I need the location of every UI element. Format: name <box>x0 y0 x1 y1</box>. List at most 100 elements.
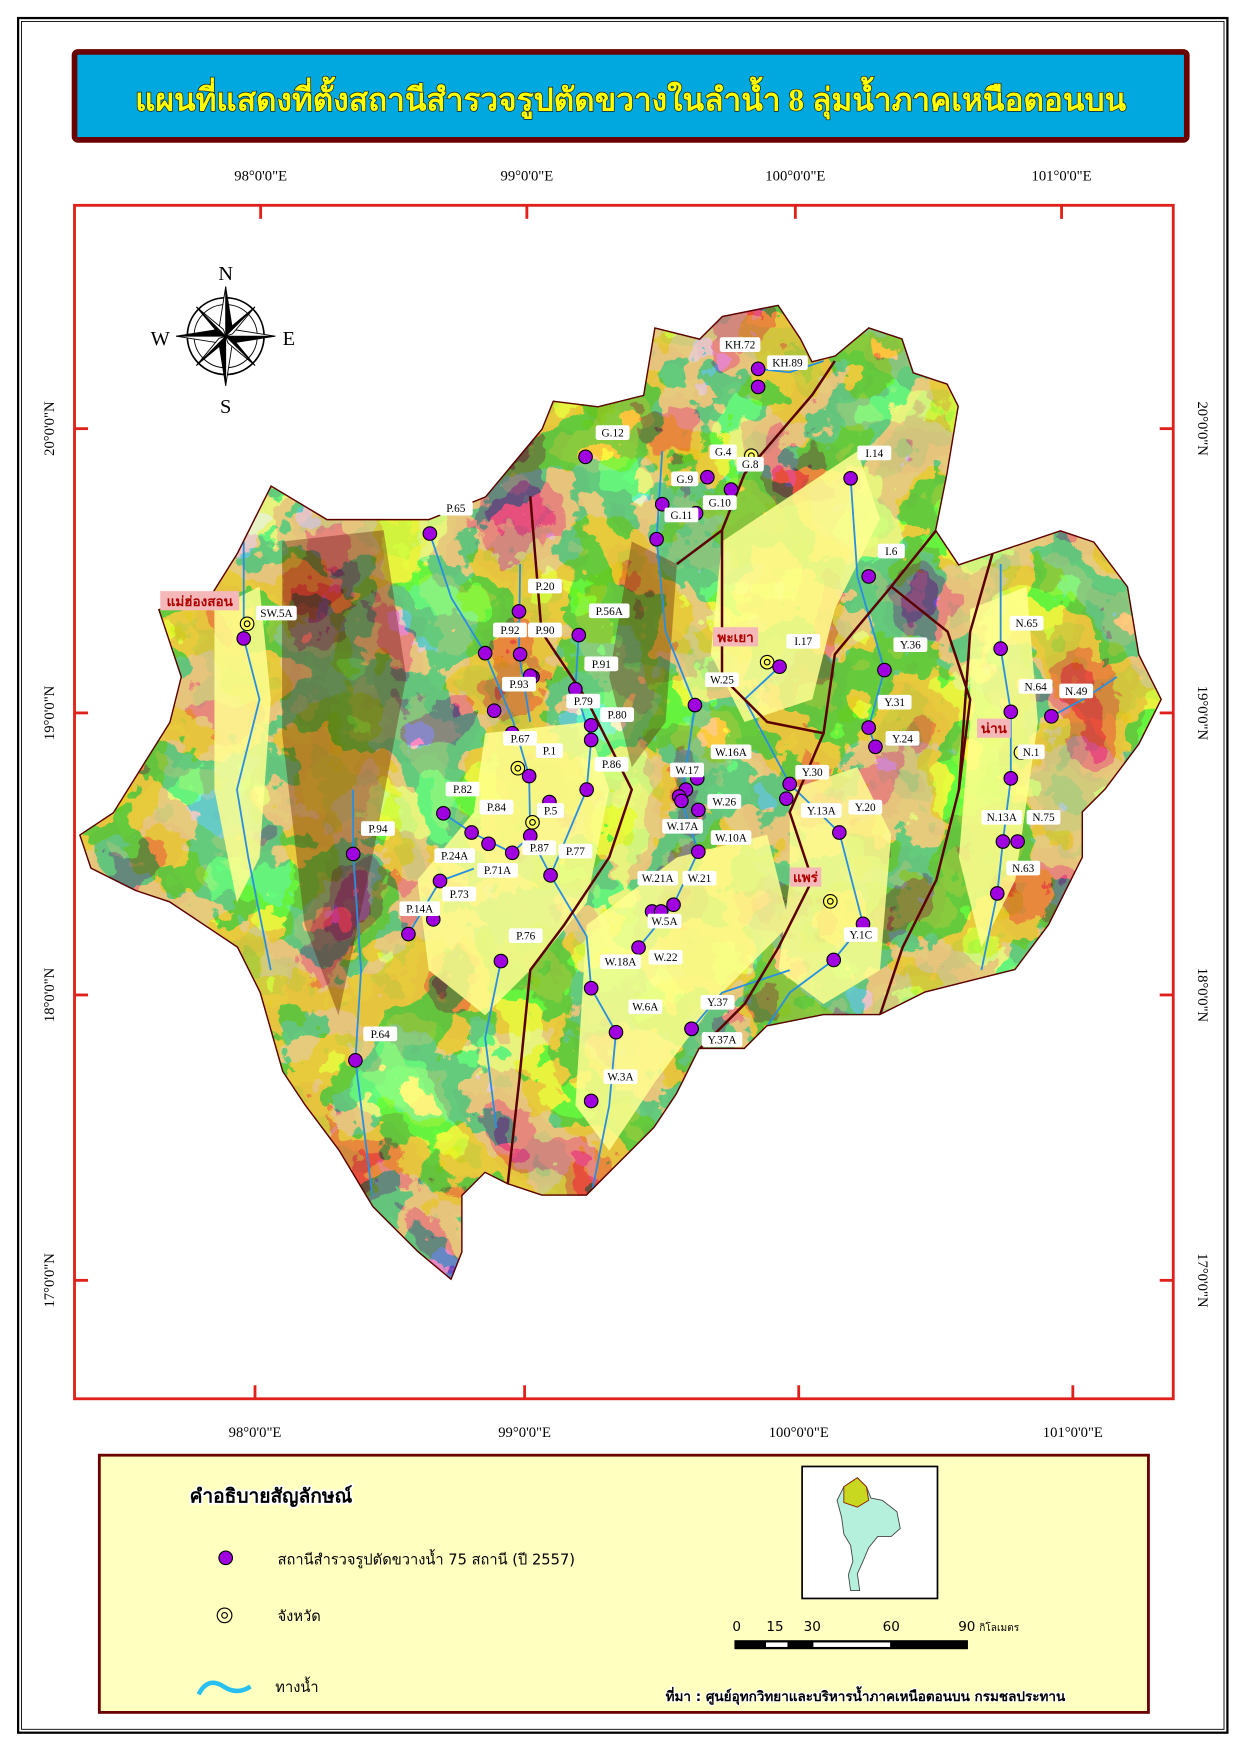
station-kh72: KH.72 <box>719 337 766 377</box>
station-label-background <box>710 830 752 845</box>
station-marker <box>571 627 587 643</box>
station-label: P.14A <box>406 904 434 916</box>
station-marker <box>750 361 766 377</box>
province-icon <box>510 760 526 776</box>
station-label-background <box>702 495 737 510</box>
station-label-background <box>662 818 703 834</box>
station-label: W.3A <box>607 1072 634 1084</box>
province-labels: แม่ฮ่องสอน พะเยา น่าน แพร่ <box>160 591 1011 887</box>
station-label-background <box>857 445 892 461</box>
lat-label-right: 19°0'0"N <box>1194 686 1210 741</box>
station-y36: Y.36 <box>877 637 928 678</box>
station-marker <box>877 662 892 678</box>
station-marker <box>521 768 537 784</box>
station-marker <box>583 980 599 996</box>
station-label: I.14 <box>865 448 883 460</box>
station-label: P.94 <box>368 824 387 836</box>
station-marker <box>481 836 496 852</box>
station-label-background <box>800 803 842 818</box>
station-p65: P.65 <box>422 500 473 541</box>
station-label-background <box>600 707 635 722</box>
station-marker <box>512 646 528 662</box>
station-p5: P.5 <box>537 794 565 818</box>
station-label-background <box>710 744 752 760</box>
lon-label-top: 98°0'0"E <box>234 168 287 184</box>
station-label-background <box>705 672 739 687</box>
station-p90: P.90 <box>512 622 562 662</box>
lon-label-top: 101°0'0"E <box>1032 168 1092 184</box>
station-label-background <box>670 762 704 778</box>
scale-tick: 0 <box>732 1619 741 1635</box>
graticule-ticks <box>74 205 1174 1399</box>
station-label-background <box>843 927 878 942</box>
station-label-background <box>522 840 557 856</box>
station-label: P.91 <box>592 659 611 671</box>
station-g9: G.9 <box>654 471 699 512</box>
station-label: P.79 <box>574 696 593 708</box>
station-g12: G.12 <box>578 425 630 465</box>
station-label-background <box>503 730 538 746</box>
station-label-background <box>1018 679 1053 694</box>
station-marker <box>543 868 558 883</box>
lon-label-bottom: 99°0'0"E <box>498 1425 551 1441</box>
station-label: N.49 <box>1065 686 1088 698</box>
station-marker <box>843 470 858 486</box>
province-icon <box>239 616 255 632</box>
station-label: P.76 <box>516 931 535 943</box>
station-label: P.64 <box>371 1029 390 1041</box>
station-p92: P.92 <box>477 622 527 661</box>
station-p76: P.76 <box>493 928 543 969</box>
station-marker <box>691 802 706 818</box>
station-marker <box>691 844 706 860</box>
station-label: W.17A <box>667 821 700 833</box>
station-marker <box>464 825 479 840</box>
province-label: แม่ฮ่องสอน <box>167 594 234 610</box>
station-label: G.12 <box>601 428 624 440</box>
station-p56a: P.56A <box>571 603 630 643</box>
station-y37a: Y.37A <box>684 1021 743 1047</box>
station-label: G.9 <box>677 474 694 486</box>
station-marker <box>750 379 766 395</box>
lat-label-right: 17°0'0"N <box>1194 1253 1210 1308</box>
station-label-background <box>1017 744 1045 760</box>
title-banner: แผนที่แสดงที่ตั้งสถานีสำรวจรูปตัดขวางในล… <box>71 49 1190 143</box>
station-label: W.5A <box>651 916 678 928</box>
station-label: G.11 <box>671 510 693 522</box>
compass-e: E <box>283 328 295 350</box>
province-legend-icon <box>216 1607 233 1624</box>
station-marker <box>631 940 646 955</box>
station-p84: P.84 <box>464 799 514 840</box>
legend-province-label: จังหวัด <box>278 1608 321 1625</box>
station-y30: Y.30 <box>782 764 830 792</box>
station-w22: W.22 <box>631 940 683 965</box>
station-marker <box>583 732 599 748</box>
station-marker <box>1003 704 1019 720</box>
station-p64: P.64 <box>348 1026 398 1068</box>
source-credit: ที่มา : ศูนย์อุทกวิทยาและบริหารน้ำภาคเหน… <box>666 1686 1066 1705</box>
station-label: P.90 <box>535 625 554 637</box>
lat-label-left: 19°0'0"N <box>42 685 58 740</box>
inset-locator-map <box>801 1465 939 1600</box>
station-label: Y.37 <box>707 997 728 1009</box>
station-marker <box>583 1093 599 1109</box>
station-label: P.82 <box>453 784 472 796</box>
station-label-background <box>719 337 761 352</box>
station-label-background <box>1059 683 1094 699</box>
north-arrow-compass: N S E W <box>151 263 295 418</box>
province-icon <box>759 654 775 670</box>
station-label-background <box>1006 860 1041 876</box>
lon-label-bottom: 101°0'0"E <box>1043 1425 1103 1441</box>
station-p91: P.91 <box>568 656 619 697</box>
station-legend-icon <box>218 1550 234 1566</box>
station-label: P.86 <box>602 759 621 771</box>
station-label-background <box>584 656 619 672</box>
station-marker <box>700 469 715 485</box>
station-marker <box>782 776 798 792</box>
station-label: I.17 <box>794 636 812 648</box>
station-p87: P.87 <box>522 828 557 856</box>
station-label-background <box>442 886 477 902</box>
station-label: I.6 <box>885 546 898 558</box>
station-p24a: P.24A <box>432 848 475 889</box>
compass-w: W <box>151 328 171 350</box>
station-label-background <box>981 809 1023 825</box>
